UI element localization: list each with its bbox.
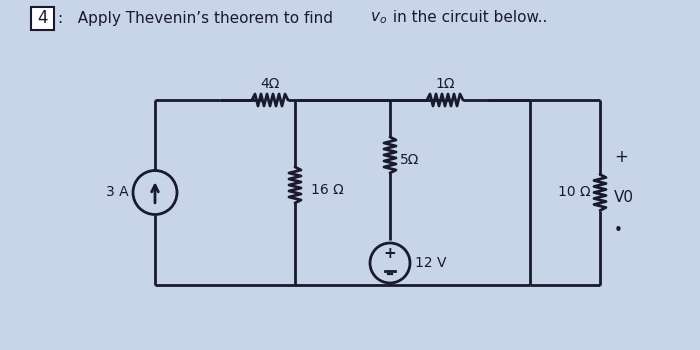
Text: •: • <box>614 223 623 238</box>
Text: 10 Ω: 10 Ω <box>558 186 591 199</box>
Text: +: + <box>384 246 396 261</box>
Text: 5Ω: 5Ω <box>400 153 419 167</box>
Text: in the circuit below..: in the circuit below.. <box>388 10 547 26</box>
Text: V0: V0 <box>614 190 634 205</box>
Text: $v_o$: $v_o$ <box>370 10 387 26</box>
Text: 16 Ω: 16 Ω <box>311 183 344 197</box>
Text: 4: 4 <box>36 9 48 27</box>
Text: +: + <box>614 148 628 167</box>
Text: 4Ω: 4Ω <box>260 77 280 91</box>
Text: 3 A: 3 A <box>106 186 128 199</box>
Text: 1Ω: 1Ω <box>435 77 455 91</box>
FancyBboxPatch shape <box>31 7 53 29</box>
Text: 12 V: 12 V <box>415 256 447 270</box>
Text: :   Apply Thevenin’s theorem to find: : Apply Thevenin’s theorem to find <box>58 10 338 26</box>
